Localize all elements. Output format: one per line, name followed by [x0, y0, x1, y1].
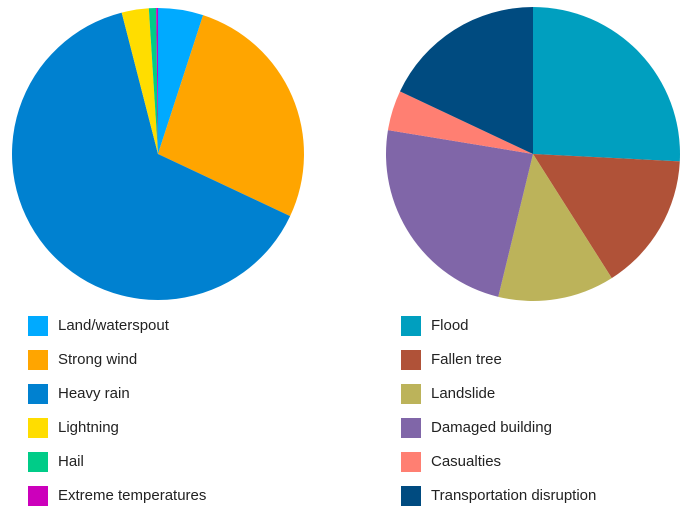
- legend-label: Transportation disruption: [431, 487, 596, 504]
- pie-slice: [158, 8, 204, 154]
- legend-label: Fallen tree: [431, 351, 502, 368]
- pie-slice: [148, 8, 158, 154]
- legend-label: Flood: [431, 317, 469, 334]
- pie-slice: [387, 91, 533, 154]
- legend-label: Heavy rain: [58, 385, 130, 402]
- pie-slice: [156, 8, 158, 154]
- legend-label: Casualties: [431, 453, 501, 470]
- legend-swatch: [28, 418, 48, 438]
- legend-label: Hail: [58, 453, 84, 470]
- pie-slice: [121, 8, 158, 154]
- pie-slice: [11, 12, 291, 301]
- legend-label: Damaged building: [431, 419, 552, 436]
- legend-swatch: [401, 350, 421, 370]
- legend-swatch: [401, 418, 421, 438]
- pie-slice: [158, 15, 304, 217]
- legend-swatch: [28, 452, 48, 472]
- pie-slice: [533, 7, 681, 162]
- legend-label: Lightning: [58, 419, 119, 436]
- legend-label: Strong wind: [58, 351, 137, 368]
- legend-swatch: [401, 316, 421, 336]
- legend-swatch: [401, 384, 421, 404]
- legend-swatch: [28, 384, 48, 404]
- legend-label: Landslide: [431, 385, 495, 402]
- legend-swatch: [28, 316, 48, 336]
- legend-swatch: [28, 350, 48, 370]
- legend-swatch: [28, 486, 48, 506]
- legend-swatch: [401, 486, 421, 506]
- pie-slice: [385, 130, 533, 297]
- pie-slice: [399, 7, 533, 154]
- pie-slice: [533, 154, 680, 279]
- pie-slice: [498, 154, 612, 301]
- legend-label: Land/waterspout: [58, 317, 170, 334]
- legend-label: Extreme temperatures: [58, 487, 206, 504]
- legend-swatch: [401, 452, 421, 472]
